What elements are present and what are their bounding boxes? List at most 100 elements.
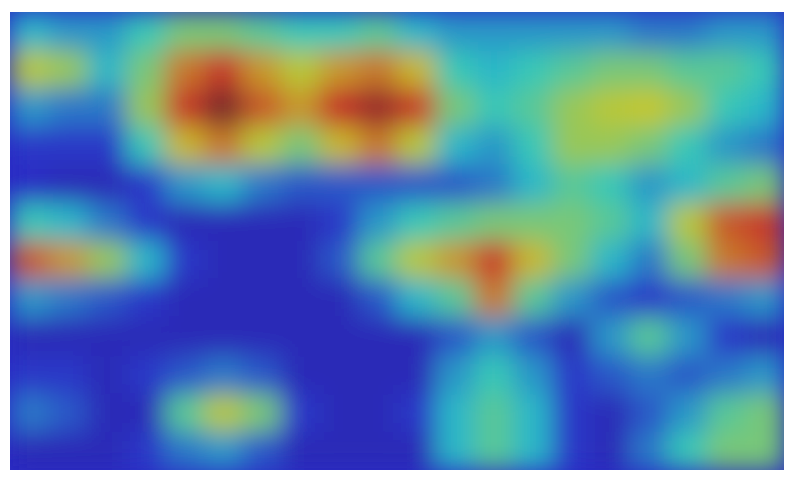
heatmap-cell bbox=[707, 394, 746, 433]
heatmap-cell bbox=[126, 127, 165, 166]
heatmap-cell bbox=[629, 241, 668, 280]
heatmap-cell bbox=[49, 432, 88, 470]
heatmap-cell bbox=[552, 394, 591, 433]
heatmap-cell bbox=[87, 356, 126, 395]
heatmap-cell bbox=[204, 165, 243, 204]
heatmap-cell bbox=[707, 50, 746, 89]
heatmap-cell bbox=[397, 356, 436, 395]
heatmap-cell bbox=[87, 127, 126, 166]
heatmap-cell bbox=[397, 394, 436, 433]
heatmap-cell bbox=[474, 88, 513, 127]
heatmap-cell bbox=[204, 88, 243, 127]
heatmap-cell bbox=[204, 12, 243, 51]
heatmap-cell bbox=[165, 279, 204, 318]
heatmap-cell bbox=[707, 12, 746, 51]
heatmap-cell bbox=[745, 241, 784, 280]
heatmap-cell bbox=[281, 356, 320, 395]
heatmap-cell bbox=[552, 127, 591, 166]
heatmap-cell bbox=[49, 88, 88, 127]
heatmap-cell bbox=[204, 317, 243, 356]
heatmap-cell bbox=[49, 50, 88, 89]
heatmap-cell bbox=[513, 241, 552, 280]
heatmap-cell bbox=[591, 165, 630, 204]
heatmap-cell bbox=[552, 203, 591, 242]
heatmap-cell bbox=[165, 127, 204, 166]
heatmap-cell bbox=[629, 432, 668, 470]
heatmap-cell bbox=[397, 241, 436, 280]
heatmap-cell bbox=[204, 50, 243, 89]
heatmap-cell bbox=[126, 432, 165, 470]
heatmap-cell bbox=[629, 127, 668, 166]
heatmap-cell bbox=[745, 88, 784, 127]
heatmap-cell bbox=[591, 203, 630, 242]
heatmap-cell bbox=[242, 394, 281, 433]
heatmap-cell bbox=[513, 12, 552, 51]
heatmap-cell bbox=[10, 165, 49, 204]
heatmap-cell bbox=[745, 356, 784, 395]
heatmap-cell bbox=[10, 50, 49, 89]
heatmap-cell bbox=[358, 203, 397, 242]
heatmap-cell bbox=[281, 203, 320, 242]
heatmap-cells bbox=[10, 12, 784, 470]
heatmap-cell bbox=[320, 317, 359, 356]
heatmap-cell bbox=[629, 356, 668, 395]
heatmap-cell bbox=[591, 279, 630, 318]
heatmap-cell bbox=[204, 356, 243, 395]
heatmap-cell bbox=[513, 432, 552, 470]
heatmap-cell bbox=[552, 356, 591, 395]
heatmap-cell bbox=[668, 241, 707, 280]
heatmap-cell bbox=[591, 88, 630, 127]
heatmap-cell bbox=[474, 241, 513, 280]
heatmap-cell bbox=[513, 127, 552, 166]
heatmap-cell bbox=[591, 394, 630, 433]
heatmap-cell bbox=[320, 203, 359, 242]
heatmap-cell bbox=[436, 165, 475, 204]
heatmap-cell bbox=[126, 165, 165, 204]
heatmap-cell bbox=[707, 127, 746, 166]
heatmap-cell bbox=[87, 50, 126, 89]
heatmap-cell bbox=[242, 203, 281, 242]
heatmap-cell bbox=[745, 50, 784, 89]
plot-background bbox=[10, 12, 784, 470]
heatmap-cell bbox=[591, 241, 630, 280]
plot-area bbox=[10, 12, 784, 470]
heatmap-cell bbox=[204, 432, 243, 470]
heatmap-cell bbox=[126, 12, 165, 51]
heatmap-cell bbox=[397, 432, 436, 470]
heatmap-cell bbox=[629, 88, 668, 127]
heatmap-cell bbox=[513, 203, 552, 242]
heatmap-cell bbox=[10, 394, 49, 433]
heatmap-cell bbox=[87, 394, 126, 433]
heatmap-cell bbox=[707, 241, 746, 280]
heatmap-cell bbox=[242, 165, 281, 204]
heatmap-cell bbox=[668, 432, 707, 470]
heatmap-cell bbox=[242, 50, 281, 89]
heatmap-cell bbox=[320, 165, 359, 204]
heatmap-cell bbox=[10, 432, 49, 470]
heatmap-cell bbox=[87, 279, 126, 318]
heatmap-cell bbox=[591, 50, 630, 89]
heatmap-cell bbox=[165, 50, 204, 89]
heatmap-cell bbox=[745, 317, 784, 356]
heatmap-cell bbox=[242, 432, 281, 470]
heatmap-cell bbox=[436, 279, 475, 318]
heatmap-cell bbox=[358, 317, 397, 356]
heatmap-cell bbox=[668, 356, 707, 395]
heatmap-cell bbox=[358, 279, 397, 318]
heatmap-cell bbox=[87, 317, 126, 356]
heatmap-cell bbox=[474, 12, 513, 51]
heatmap-cell bbox=[591, 12, 630, 51]
heatmap-cell bbox=[707, 88, 746, 127]
heatmap-cell bbox=[49, 165, 88, 204]
heatmap-cell bbox=[629, 394, 668, 433]
heatmap-cell bbox=[397, 127, 436, 166]
heatmap-cell bbox=[165, 317, 204, 356]
heatmap-cell bbox=[165, 88, 204, 127]
heatmap-cell bbox=[668, 394, 707, 433]
heatmap-cell bbox=[474, 203, 513, 242]
heatmap-cell bbox=[707, 432, 746, 470]
heatmap-cell bbox=[126, 356, 165, 395]
heatmap-cell bbox=[707, 279, 746, 318]
heatmap-cell bbox=[87, 203, 126, 242]
heatmap-cell bbox=[204, 203, 243, 242]
